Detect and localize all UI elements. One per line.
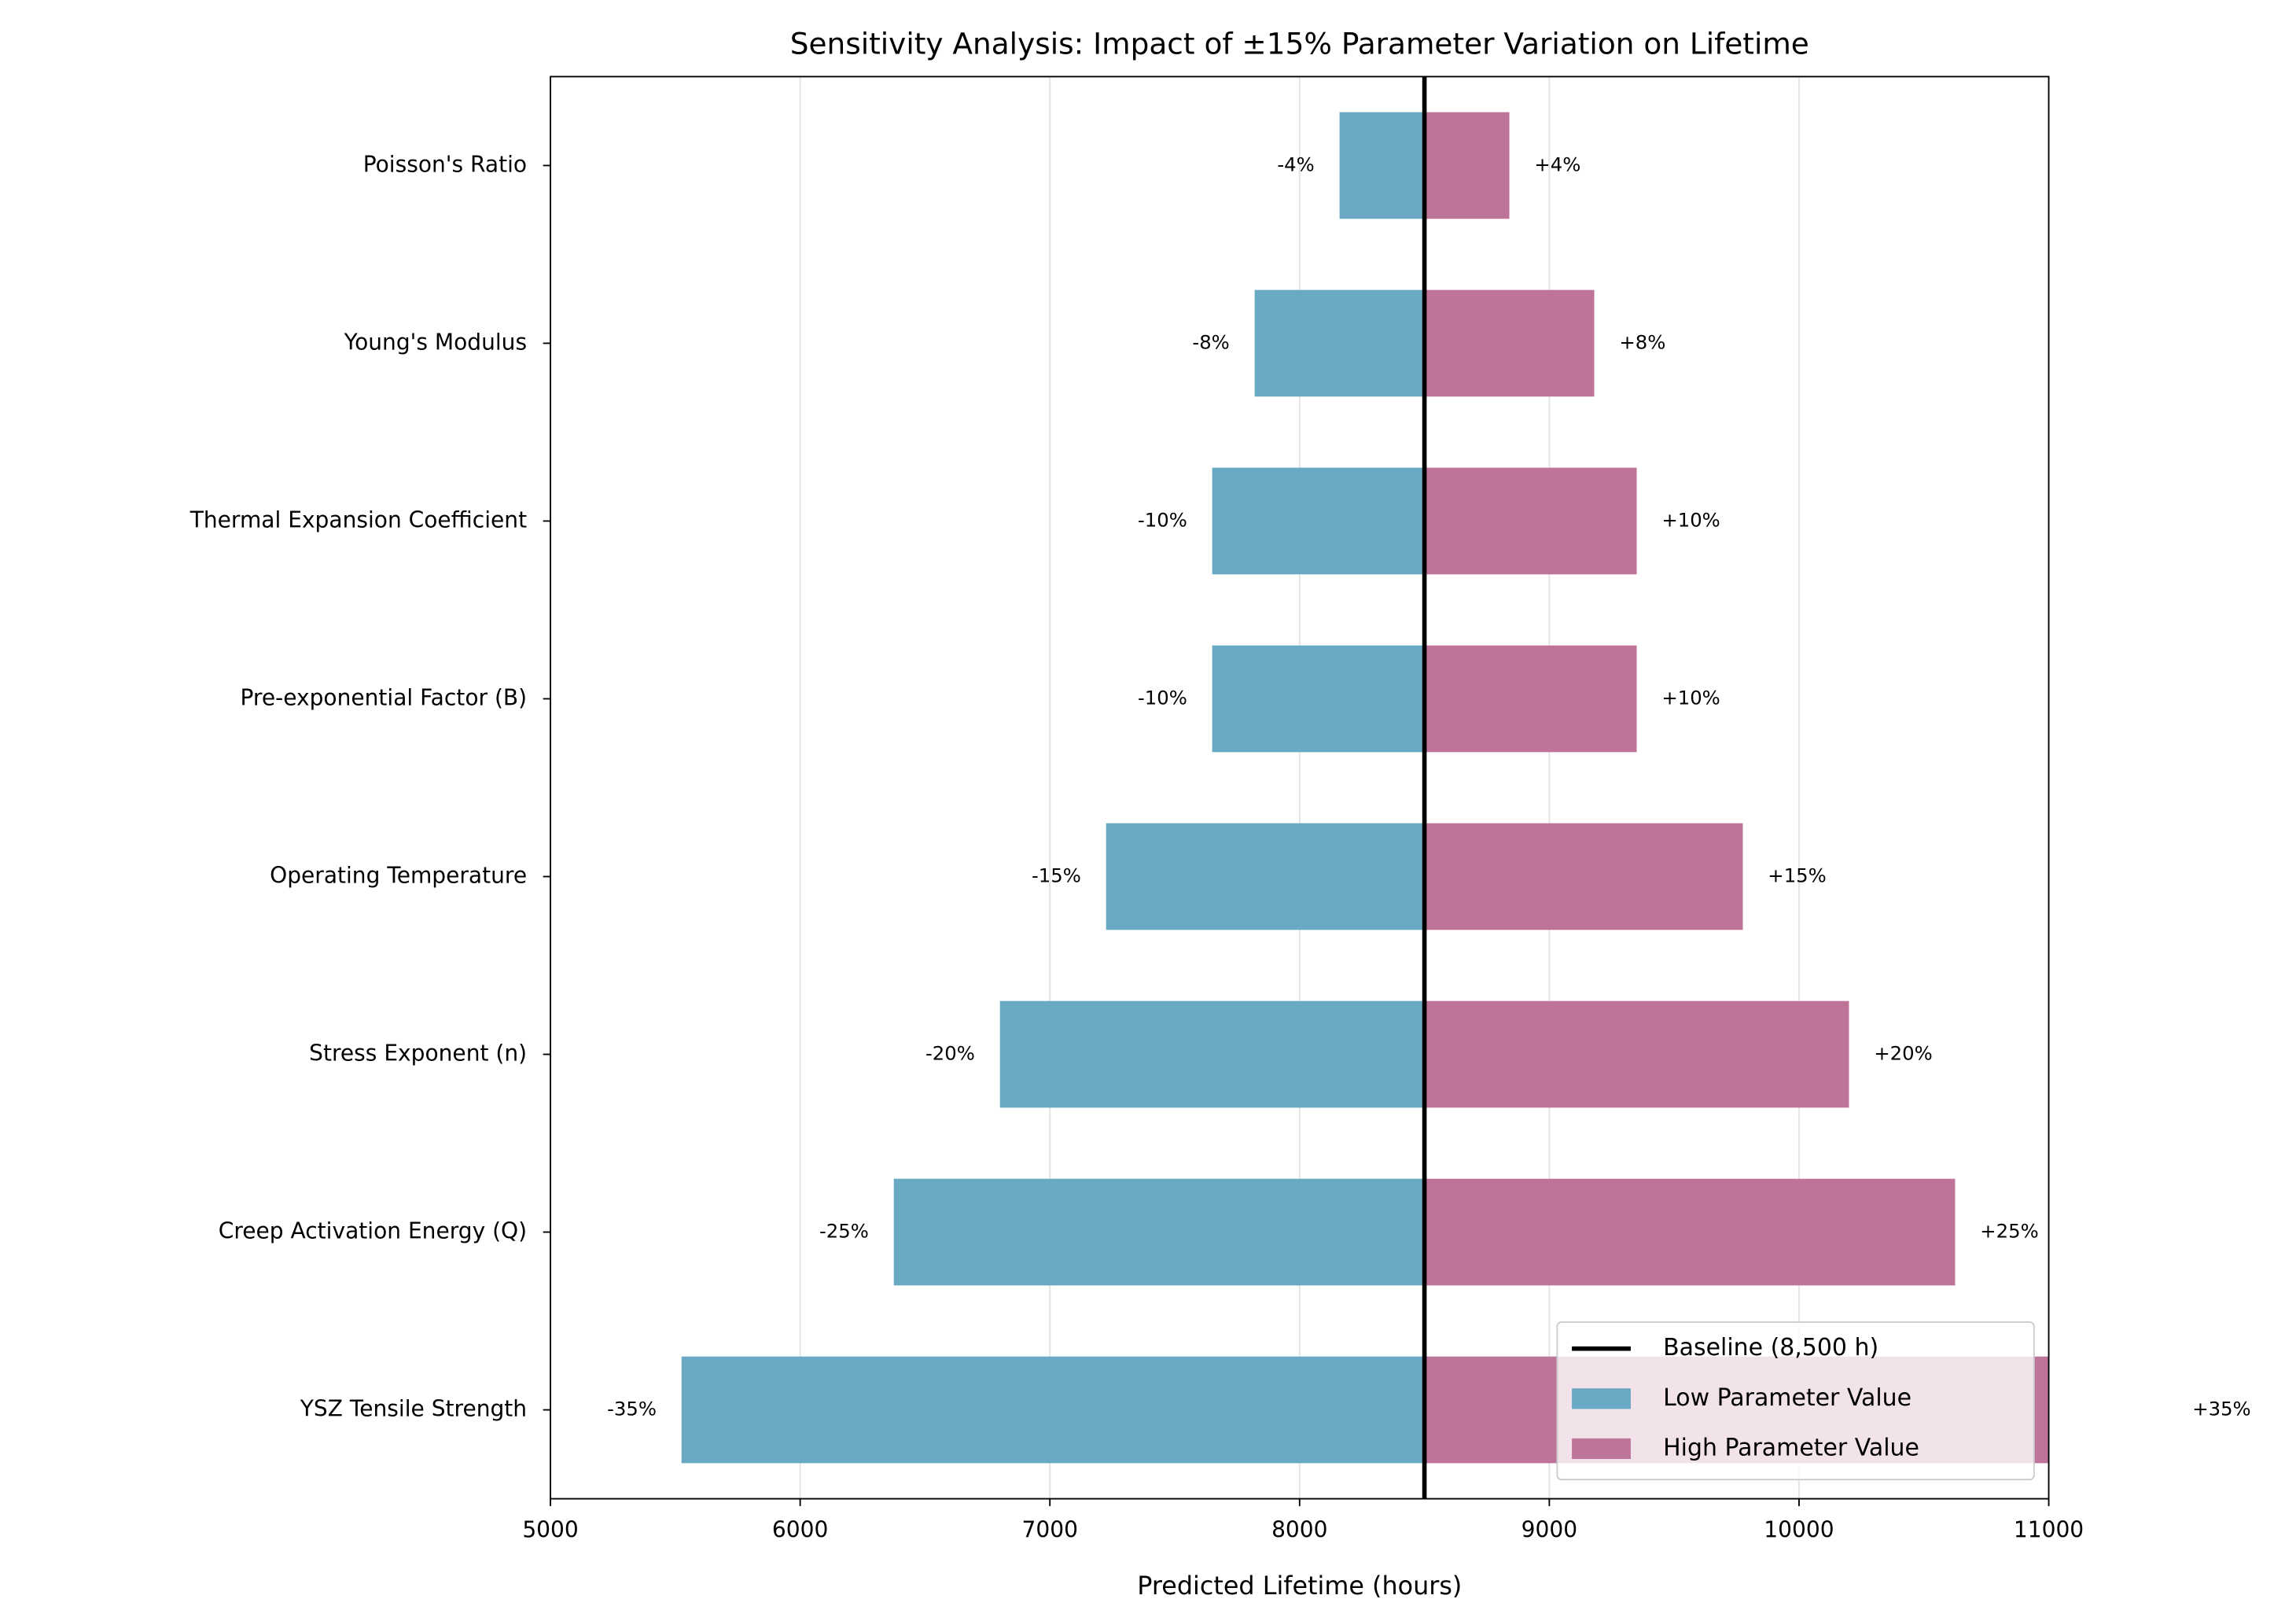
legend-swatch — [1572, 1388, 1631, 1409]
chart-title: Sensitivity Analysis: Impact of ±15% Par… — [790, 27, 1809, 61]
change-label: -10% — [1138, 508, 1187, 531]
legend-box — [1556, 1321, 2035, 1481]
bar — [1339, 112, 1425, 219]
change-label: -35% — [607, 1398, 657, 1420]
overlay: 5000 6000 7000 8000 9000 10000 11000 Poisson's … — [189, 76, 2251, 1543]
legend-label: Low Parameter Value — [1663, 1384, 1911, 1412]
change-label: +25% — [1980, 1220, 2038, 1243]
change-label: +10% — [1661, 508, 1720, 531]
bar — [999, 1000, 1425, 1108]
change-label: +15% — [1768, 864, 1826, 886]
plot-frame — [550, 76, 2050, 1500]
y-tick-label: Thermal Expansion Coefficient — [189, 507, 527, 532]
change-label: -8% — [1192, 330, 1229, 353]
bar — [1424, 823, 1743, 930]
x-tick-label: 5000 — [522, 1517, 578, 1543]
change-label: +8% — [1619, 330, 1665, 353]
legend-label: Baseline (8,500 h) — [1663, 1334, 1878, 1361]
bar — [1424, 1000, 1849, 1108]
y-tick-label: Stress Exponent (n) — [309, 1041, 527, 1067]
bar — [1424, 467, 1637, 575]
y-tick-label: Operating Temperature — [270, 862, 527, 888]
x-tick-label: 11000 — [2014, 1517, 2084, 1543]
y-tick-label: Young's Modulus — [344, 329, 527, 355]
bar — [1424, 645, 1637, 753]
legend: Baseline (8,500 h) Low Parameter Value Hig… — [1556, 1321, 2035, 1481]
y-tick-label: Creep Activation Energy (Q) — [219, 1218, 527, 1244]
bar — [1424, 1178, 1956, 1286]
bar — [1212, 645, 1425, 753]
y-tick-label: Poisson's Ratio — [363, 151, 527, 177]
x-tick-label: 7000 — [1022, 1517, 1078, 1543]
x-axis-label: Predicted Lifetime (hours) — [1137, 1571, 1462, 1601]
bars — [681, 112, 2049, 1464]
bar — [1254, 289, 1425, 397]
change-label: -10% — [1138, 686, 1187, 709]
bar — [1106, 823, 1425, 930]
x-tick-label: 6000 — [772, 1517, 828, 1543]
x-tick-label: 8000 — [1271, 1517, 1327, 1543]
bar — [1424, 112, 1510, 219]
bar — [1424, 289, 1595, 397]
bar — [1212, 467, 1425, 575]
change-label: -25% — [819, 1220, 869, 1243]
legend-swatch — [1572, 1438, 1631, 1460]
change-label: +10% — [1661, 686, 1720, 709]
y-tick-label: Pre-exponential Factor (B) — [240, 684, 527, 710]
legend-label: High Parameter Value — [1663, 1434, 1919, 1461]
change-label: +4% — [1534, 153, 1580, 175]
change-label: -15% — [1032, 864, 1081, 886]
change-label: -20% — [925, 1042, 975, 1065]
change-label: -4% — [1277, 153, 1314, 175]
bar — [681, 1356, 1425, 1464]
change-label: +35% — [2192, 1398, 2250, 1420]
x-tick-label: 9000 — [1521, 1517, 1577, 1543]
x-tick-label: 10000 — [1764, 1517, 1834, 1543]
bar — [893, 1178, 1425, 1286]
y-tick-label: YSZ Tensile Strength — [300, 1396, 527, 1422]
change-label: +20% — [1874, 1042, 1932, 1065]
